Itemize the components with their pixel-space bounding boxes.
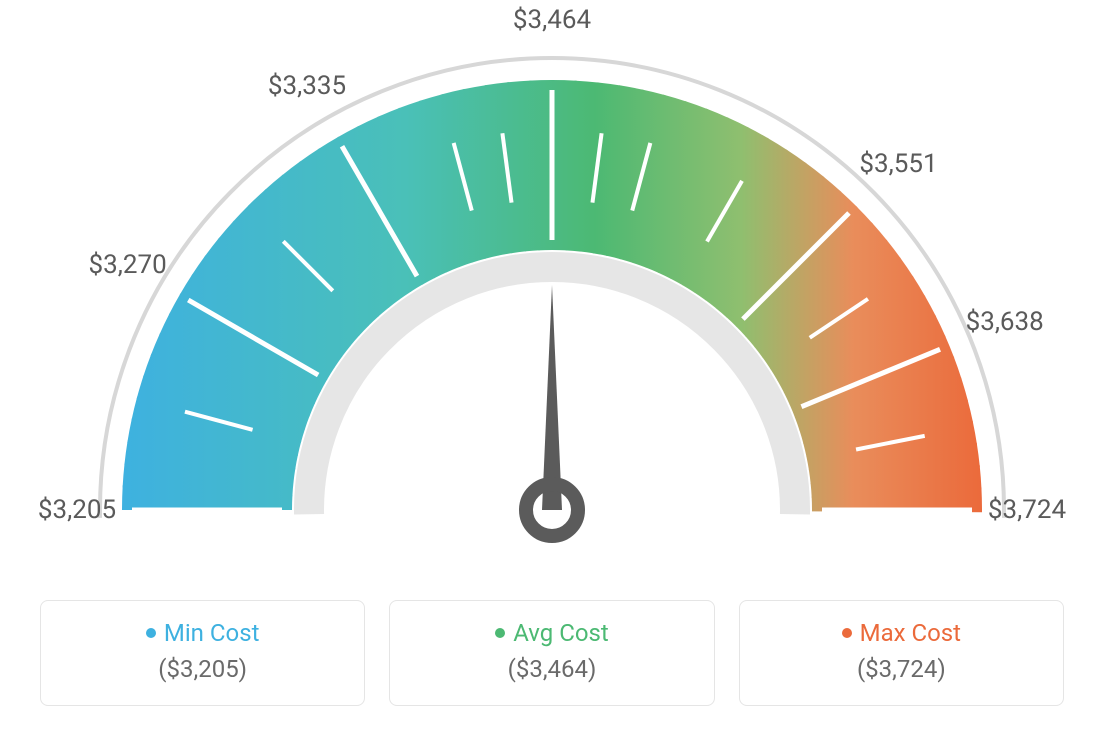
- legend-card-avg: Avg Cost ($3,464): [389, 600, 714, 706]
- legend-value-max: ($3,724): [764, 655, 1039, 683]
- legend-dot-max: [842, 628, 852, 638]
- legend-title-avg: Avg Cost: [495, 619, 609, 647]
- legend-title-max: Max Cost: [842, 619, 961, 647]
- gauge-tick-label: $3,335: [268, 71, 346, 101]
- gauge-tick-label: $3,464: [513, 5, 591, 35]
- legend-dot-min: [146, 628, 156, 638]
- legend-title-min: Min Cost: [146, 619, 260, 647]
- gauge-tick-label: $3,638: [966, 307, 1044, 337]
- legend-label-min: Min Cost: [164, 619, 260, 647]
- legend-label-max: Max Cost: [860, 619, 961, 647]
- legend-dot-avg: [495, 628, 505, 638]
- gauge-tick-label: $3,205: [38, 495, 116, 525]
- gauge-area: $3,205$3,270$3,335$3,464$3,551$3,638$3,7…: [40, 40, 1064, 580]
- legend-label-avg: Avg Cost: [513, 619, 609, 647]
- legend-value-avg: ($3,464): [414, 655, 689, 683]
- gauge-svg: [40, 40, 1064, 580]
- legend-card-min: Min Cost ($3,205): [40, 600, 365, 706]
- legend-row: Min Cost ($3,205) Avg Cost ($3,464) Max …: [40, 600, 1064, 706]
- gauge-tick-label: $3,270: [89, 250, 167, 280]
- legend-value-min: ($3,205): [65, 655, 340, 683]
- gauge-tick-label: $3,724: [988, 495, 1066, 525]
- cost-gauge-chart: $3,205$3,270$3,335$3,464$3,551$3,638$3,7…: [40, 40, 1064, 706]
- gauge-tick-label: $3,551: [859, 149, 937, 179]
- legend-card-max: Max Cost ($3,724): [739, 600, 1064, 706]
